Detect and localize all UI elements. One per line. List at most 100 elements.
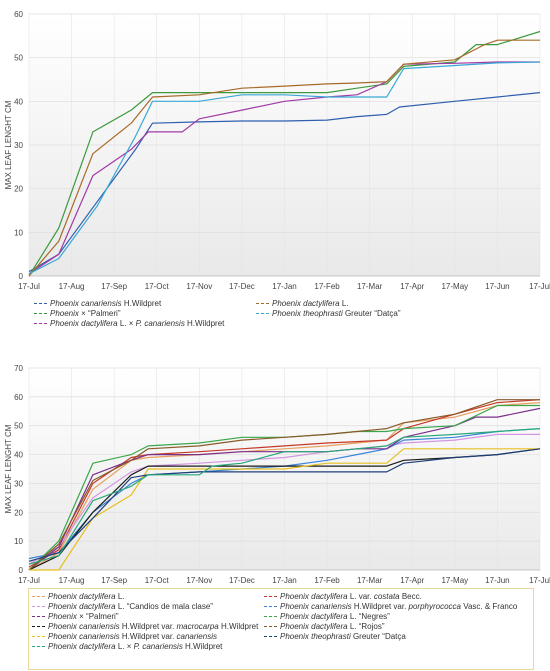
chart-a-svg: 0 10 20 30 40 50 60 17-Jul 17-Aug 17-Sep 17-Oct 17-… [4,10,550,291]
x-tick-label: 17-Jan [272,282,296,291]
legend-text: L. “Candios de mala clase” [115,602,213,611]
legend-swatch [32,646,45,648]
x-tick-label: 17-Mar [357,282,383,291]
legend-swatch [32,626,45,628]
legend-text: Greuter “Datça [350,632,406,641]
legend-swatch [34,313,47,315]
x-tick-label: 17-Sep [101,282,127,291]
x-tick-label: 17-Nov [186,576,212,585]
x-tick-label: 17-Jun [485,576,509,585]
y-tick-label: 30 [14,141,23,150]
legend-text: L. × [117,319,136,328]
legend-entry: Phoenix theophrasti Greuter “Datça” [256,308,401,319]
legend-swatch [264,636,277,638]
y-axis-label: MAX LEAF LENGHT CM [4,100,13,189]
x-tick-label: 17-Jan [272,576,296,585]
legend-text: Vasc. & Franco [461,602,518,611]
legend-swatch [34,303,47,305]
legend-entry: Phoenix canariensis H.Wildpret [34,298,161,309]
legend-entry: Phoenix canariensis H.Wildpret var. cana… [32,631,217,642]
x-tick-label: 17-Dec [229,576,255,585]
x-tick-label: 17-Aug [59,282,85,291]
y-tick-label: 60 [14,10,23,19]
legend-text: Phoenix dactylifera [280,612,348,621]
legend-entry: Phoenix dactylifera L. [32,591,125,602]
legend-text: L. “Rojos” [347,622,385,631]
legend-text: canariensis [176,632,217,641]
legend-frame [28,588,534,670]
legend-entry: Phoenix canariensis H.Wildpret var. macr… [32,621,258,632]
legend-swatch [32,616,45,618]
x-tick-label: 17-Dec [229,282,255,291]
legend-text: Phoenix canariensis [48,632,120,641]
legend-text: Phoenix dactylifera [48,592,116,601]
y-tick-label: 0 [19,566,24,575]
legend-text: Phoenix theophrasti [272,309,343,318]
series-line-4 [28,61,541,275]
legend-swatch [32,636,45,638]
series-line-2 [28,61,540,275]
y-tick-label: 20 [14,508,23,517]
legend-entry: Phoenix dactylifera L. [256,298,349,309]
series-line-7 [28,399,540,571]
legend-text: × “Palmeri” [78,309,121,318]
legend-text: Phoenix dactylifera [48,602,116,611]
legend-text: × “Palmeri” [76,612,119,621]
y-tick-label: 10 [14,228,23,237]
x-tick-label: 17-Jun [485,282,509,291]
legend-text: Phoenix dactylifera [280,622,348,631]
x-tick-label: 17-Aug [59,576,85,585]
legend-text: P. canariensis [135,319,185,328]
y-tick-label: 0 [19,272,24,281]
legend-text: H.Wildpret [184,319,225,328]
legend-swatch [32,606,45,608]
legend-text: H.Wildpret [121,299,162,308]
x-tick-label: 17-Mar [357,576,383,585]
y-axis-label: MAX LEAF LENGHT CM [4,424,13,513]
series-line-1 [28,399,541,568]
legend-text: Phoenix dactylifera [50,319,118,328]
x-tick-label: 17-Jul [18,282,40,291]
chart-panel-a: A 010203040506017-Jul17-Aug17-Sep17-Oct1… [4,10,550,328]
legend-swatch [264,606,277,608]
legend-swatch [264,616,277,618]
legend-swatch [264,596,277,598]
legend-text: Phoenix dactylifera [48,642,116,651]
x-tick-label: 17-Jul [529,282,550,291]
x-tick-label: 17-Oct [145,282,170,291]
series-line-2 [28,433,540,565]
legend-entry: Phoenix dactylifera L. var. costata Becc… [264,591,422,602]
legend-entry: Phoenix × “Palmeri” [34,308,120,319]
legend-text: Phoenix theophrasti [280,632,351,641]
series-line-9 [28,448,541,562]
legend-text: L. “Negres” [347,612,390,621]
legend-swatch [256,303,269,305]
legend-entry: Phoenix theophrasti Greuter “Datça [264,631,406,642]
x-tick-label: 17-Sep [101,576,127,585]
legend-text: L. × [115,642,134,651]
x-tick-label: 17-May [441,576,468,585]
x-tick-label: 17-Jul [18,576,40,585]
legend-swatch [264,626,277,628]
legend-text: macrocarpa [176,622,219,631]
legend-text: H.Wildpret var. [119,622,177,631]
series-line-3 [28,39,540,277]
legend-text: porphyrococca [408,602,461,611]
legend-text: Phoenix [48,612,77,621]
y-tick-label: 10 [14,537,23,546]
legend-text: costata [373,592,400,601]
chart-panel-b: B 01020304050607017-Jul17-Aug17-Sep17-Oc… [0,355,550,671]
legend-entry: Phoenix × “Palmeri” [32,611,118,622]
series-line-8 [29,448,540,571]
legend-entry: Phoenix dactylifera L. × P. canariensis … [32,641,222,652]
legend-text: P. canariensis [133,642,183,651]
y-tick-label: 50 [14,54,23,63]
legend-swatch [32,596,45,598]
legend-text: H.Wildpret var. [119,632,177,641]
y-tick-label: 40 [14,97,23,106]
y-tick-label: 60 [14,393,23,402]
legend-text: Phoenix canariensis [50,299,122,308]
series-line-1 [28,30,541,277]
legend-text: Phoenix canariensis [48,622,120,631]
x-tick-label: 17-Apr [400,576,424,585]
